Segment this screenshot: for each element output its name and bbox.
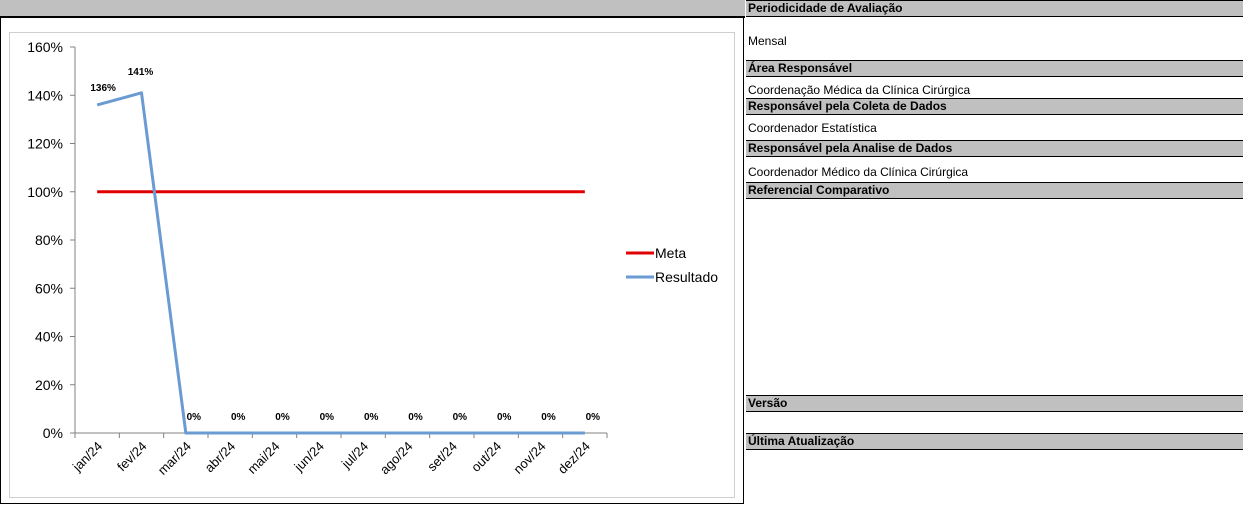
chart-frame (0, 18, 744, 504)
area-header: Área Responsável (746, 60, 1243, 77)
y-tick-label: 20% (35, 377, 63, 393)
data-label: 0% (275, 412, 290, 423)
legend-label-resultado: Resultado (655, 269, 718, 285)
data-label: 0% (320, 412, 335, 423)
data-label: 0% (497, 412, 512, 423)
analise-header: Responsável pela Analise de Dados (746, 140, 1243, 157)
chart-area-border (9, 32, 735, 498)
coleta-value: Coordenador Estatística (748, 121, 877, 135)
atualizacao-header: Última Atualização (746, 433, 1243, 450)
area-value: Coordenação Médica da Clínica Cirúrgica (748, 83, 971, 97)
data-label: 136% (90, 83, 116, 94)
x-tick-label: jul/24 (338, 439, 371, 472)
y-tick-label: 140% (27, 87, 63, 103)
y-tick-label: 0% (43, 425, 63, 441)
data-label: 0% (541, 412, 556, 423)
data-label: 0% (231, 412, 246, 423)
legend-label-meta: Meta (655, 245, 686, 261)
y-tick-label: 40% (35, 329, 63, 345)
line-chart: 0% 20% 40% 60% 80% 100% 120% 140% 160% jan/24 fev/… (27, 39, 718, 478)
x-tick-label: set/24 (424, 439, 460, 475)
x-tick-label: mar/24 (155, 439, 194, 478)
x-tick-label: ago/24 (377, 439, 416, 478)
versao-header: Versão (746, 395, 1243, 412)
x-tick-label: dez/24 (555, 439, 593, 477)
referencial-header: Referencial Comparativo (746, 182, 1243, 199)
data-label: 0% (364, 412, 379, 423)
x-tick-label: mai/24 (244, 439, 282, 477)
data-label: 0% (453, 412, 468, 423)
series-line-resultado (96, 91, 585, 435)
x-tick-label: nov/24 (510, 439, 548, 477)
x-tick-label: jan/24 (69, 439, 105, 475)
data-label: 141% (128, 67, 154, 78)
x-tick-label: abr/24 (202, 439, 239, 476)
periodicidade-value: Mensal (748, 34, 787, 48)
x-tick-label: jun/24 (291, 439, 327, 475)
top-header-bar (0, 0, 745, 18)
y-tick-label: 160% (27, 39, 63, 55)
periodicidade-header: Periodicidade de Avaliação (746, 0, 1243, 17)
analise-value: Coordenador Médico da Clínica Cirúrgica (748, 165, 969, 179)
coleta-header: Responsável pela Coleta de Dados (746, 98, 1243, 115)
x-tick-label: fev/24 (114, 439, 150, 475)
data-label: 0% (586, 412, 601, 423)
y-tick-label: 80% (35, 232, 63, 248)
y-tick-label: 120% (27, 136, 63, 152)
info-panel: Periodicidade de Avaliação Mensal Área R… (746, 0, 1243, 506)
y-tick-label: 60% (35, 280, 63, 296)
data-label: 0% (187, 412, 202, 423)
x-tick-label: out/24 (468, 439, 504, 475)
y-tick-label: 100% (27, 184, 63, 200)
data-label: 0% (408, 412, 423, 423)
